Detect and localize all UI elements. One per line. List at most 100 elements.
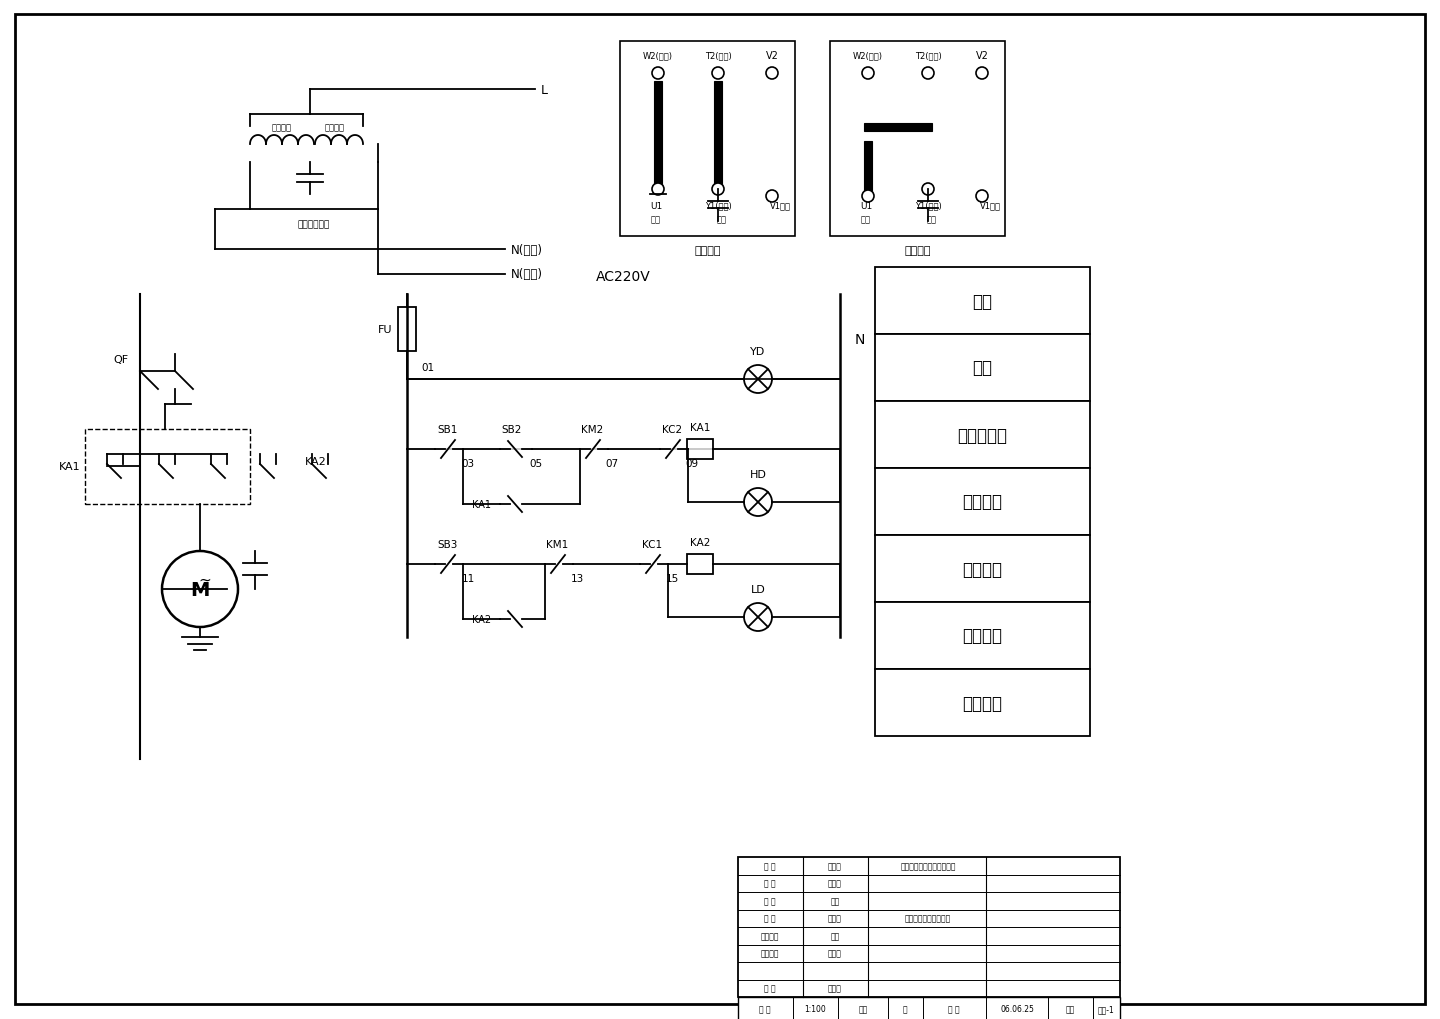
Text: KC1: KC1 xyxy=(642,539,662,549)
Text: 对接平: 对接平 xyxy=(828,983,842,993)
Bar xyxy=(876,669,1090,737)
Circle shape xyxy=(652,68,664,79)
Bar xyxy=(687,439,713,460)
Text: N(反转): N(反转) xyxy=(511,244,543,256)
Circle shape xyxy=(711,68,724,79)
Bar xyxy=(739,997,1120,1019)
Circle shape xyxy=(976,191,988,203)
Text: 正转接线: 正转接线 xyxy=(694,246,721,256)
Bar xyxy=(876,401,1090,469)
Text: YD: YD xyxy=(750,346,766,357)
Text: 制图: 制图 xyxy=(858,1005,868,1014)
Circle shape xyxy=(863,191,874,203)
Text: 负 责: 负 责 xyxy=(765,878,776,888)
Text: KC2: KC2 xyxy=(662,425,683,434)
Text: SB2: SB2 xyxy=(501,425,523,434)
Text: KA2: KA2 xyxy=(472,614,491,625)
Bar xyxy=(876,602,1090,669)
Text: 蓝色: 蓝色 xyxy=(861,215,871,224)
Bar xyxy=(876,535,1090,602)
Text: 平 表: 平 表 xyxy=(765,983,776,993)
Circle shape xyxy=(652,183,664,196)
Text: 工作绕组: 工作绕组 xyxy=(272,123,292,132)
Text: V2: V2 xyxy=(766,51,779,61)
Bar xyxy=(739,857,1120,997)
Text: 保险: 保险 xyxy=(972,359,992,377)
Circle shape xyxy=(976,68,988,79)
Text: KA1: KA1 xyxy=(690,423,710,433)
Bar xyxy=(876,268,1090,334)
Text: 关门回路: 关门回路 xyxy=(962,627,1002,645)
Circle shape xyxy=(766,68,778,79)
Text: KA1: KA1 xyxy=(59,462,81,472)
Text: 张发晗: 张发晗 xyxy=(828,949,842,958)
Text: T2(棕色): T2(棕色) xyxy=(914,51,942,60)
Bar xyxy=(829,42,1005,236)
Text: 默认: 默认 xyxy=(831,897,840,905)
Text: 电源: 电源 xyxy=(972,292,992,310)
Text: 上 签: 上 签 xyxy=(765,914,776,923)
Bar xyxy=(654,82,662,186)
Text: ~: ~ xyxy=(199,572,212,587)
Text: 图号: 图号 xyxy=(1066,1005,1074,1014)
Circle shape xyxy=(744,366,772,393)
Circle shape xyxy=(863,68,874,79)
Text: 负 责: 负 责 xyxy=(765,897,776,905)
Bar xyxy=(876,469,1090,535)
Circle shape xyxy=(163,551,238,628)
Text: KM1: KM1 xyxy=(546,539,569,549)
Text: 橙色: 橙色 xyxy=(927,215,937,224)
Text: W2(红色): W2(红色) xyxy=(852,51,883,60)
Text: HD: HD xyxy=(750,470,766,480)
Text: QF: QF xyxy=(112,355,128,365)
Text: 开门回路: 开门回路 xyxy=(962,493,1002,511)
Text: 电源指示灯: 电源指示灯 xyxy=(958,426,1008,444)
Text: 单 位: 单 位 xyxy=(765,861,776,870)
Text: 对稿责人: 对稿责人 xyxy=(760,931,779,941)
Text: 09: 09 xyxy=(685,459,698,469)
Text: 工稿责人: 工稿责人 xyxy=(760,949,779,958)
Text: V2: V2 xyxy=(975,51,988,61)
Text: 红: 红 xyxy=(903,1005,907,1014)
Text: 北京天正工程软件有限公司: 北京天正工程软件有限公司 xyxy=(900,861,956,870)
Text: L: L xyxy=(541,84,549,97)
Text: 启动绕组: 启动绕组 xyxy=(325,123,346,132)
Text: AC220V: AC220V xyxy=(596,270,651,283)
Text: U1: U1 xyxy=(860,202,873,210)
Circle shape xyxy=(922,68,935,79)
Circle shape xyxy=(744,488,772,517)
Text: SB3: SB3 xyxy=(438,539,458,549)
Text: 13: 13 xyxy=(570,574,583,584)
Text: 风起源: 风起源 xyxy=(828,878,842,888)
Text: U1: U1 xyxy=(649,202,662,210)
Bar xyxy=(876,334,1090,401)
Text: 永久电容电机: 永久电容电机 xyxy=(298,220,330,229)
Text: 反转接线: 反转接线 xyxy=(904,246,930,256)
Text: KA1: KA1 xyxy=(472,499,491,510)
Text: V1黄色: V1黄色 xyxy=(979,202,1001,210)
Text: 比 例: 比 例 xyxy=(759,1005,770,1014)
Text: M: M xyxy=(190,580,210,599)
Text: N(正转): N(正转) xyxy=(511,268,543,281)
Text: Y1(蓝色): Y1(蓝色) xyxy=(704,202,732,210)
Text: N: N xyxy=(855,332,865,346)
Bar xyxy=(714,82,721,186)
Text: 1:100: 1:100 xyxy=(804,1005,827,1014)
Text: 05: 05 xyxy=(530,459,543,469)
Bar xyxy=(864,124,932,131)
Text: 开门指示: 开门指示 xyxy=(962,560,1002,578)
Text: KA2: KA2 xyxy=(690,537,710,547)
Text: LD: LD xyxy=(750,585,766,594)
Bar xyxy=(397,308,416,352)
Text: 单相电机正反转原理图: 单相电机正反转原理图 xyxy=(904,914,952,923)
Text: Y1(蓝色): Y1(蓝色) xyxy=(914,202,942,210)
Bar xyxy=(85,430,251,504)
Text: 橙色: 橙色 xyxy=(717,215,727,224)
Text: 关门指示: 关门指示 xyxy=(962,694,1002,712)
Text: W2(红色): W2(红色) xyxy=(644,51,672,60)
Text: 07: 07 xyxy=(605,459,619,469)
Text: 15: 15 xyxy=(665,574,678,584)
Text: 06.06.25: 06.06.25 xyxy=(999,1005,1034,1014)
Text: 风起-1: 风起-1 xyxy=(1097,1005,1115,1014)
Text: 蓝色: 蓝色 xyxy=(651,215,661,224)
